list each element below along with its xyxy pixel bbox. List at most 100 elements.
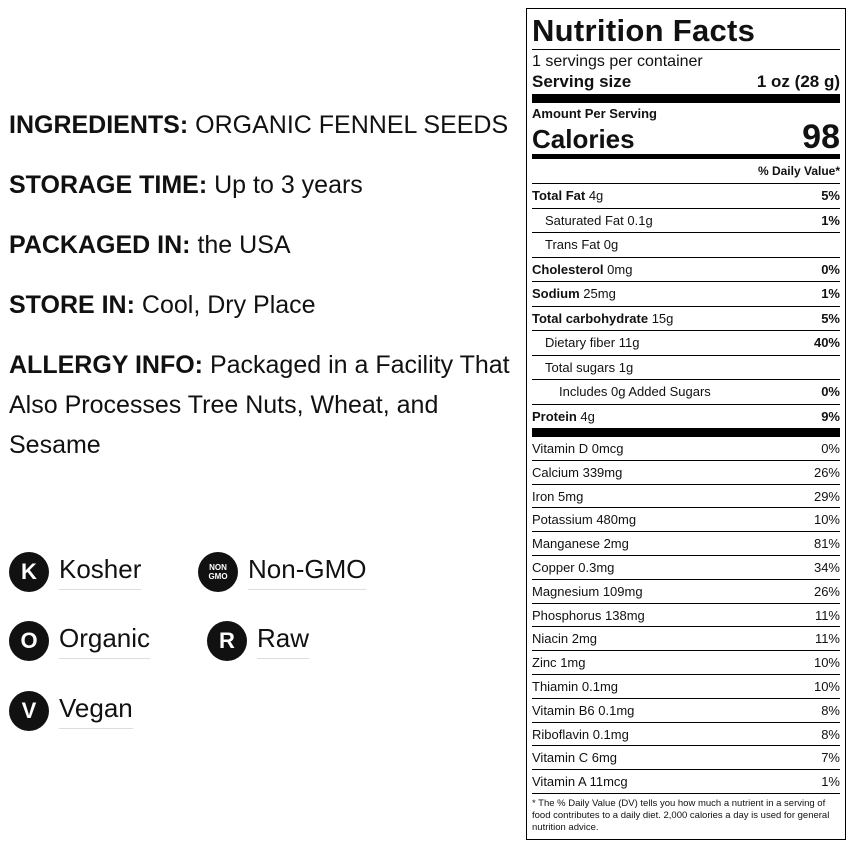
nutrients: Total Fat 4g 5% Saturated Fat 0.1g 1% Trans … — [532, 183, 840, 437]
nutrient-amount: 0.1g — [627, 212, 653, 228]
vitamin: Thiamin 0.1mg — [532, 675, 618, 698]
nutrient-name: Protein — [532, 408, 577, 424]
badge-icon: K — [9, 552, 49, 592]
nutrient-dv: 0% — [821, 261, 840, 277]
nutrient-amount: 0g — [603, 237, 619, 252]
vitamin-amount: 11mcg — [589, 774, 628, 790]
vitamin: Riboflavin 0.1mg — [532, 723, 629, 746]
vitamin: Niacin 2mg — [532, 627, 597, 650]
vitamin-row: Vitamin A 11mcg 1% — [532, 769, 840, 793]
vitamins: Vitamin D 0mcg 0% Calcium 339mg 26% Iron 5mg… — [532, 437, 840, 794]
vitamin-dv: 11% — [814, 631, 840, 647]
vitamin: Iron 5mg — [532, 485, 583, 508]
servings: 1 servings per container — [532, 53, 703, 70]
vitamin-name: Vitamin B6 — [532, 702, 595, 718]
nutrient: Dietary fiber 11g — [545, 331, 639, 355]
vitamin-name: Vitamin C — [532, 750, 589, 766]
badge: R Raw — [207, 619, 310, 663]
vitamin-dv: 34% — [813, 559, 840, 575]
vitamin-row: Phosphorus 138mg 11% — [532, 602, 840, 627]
vitamin-row: Niacin 2mg 11% — [532, 626, 840, 650]
badge: K Kosher — [9, 550, 142, 594]
vitamin-row: Thiamin 0.1mg 10% — [532, 673, 840, 698]
vitamin-dv: 81% — [813, 536, 840, 552]
vitamin-dv: 0% — [821, 441, 840, 456]
vitamin-amount: 6mg — [591, 750, 618, 766]
badge-label: Non-GMO — [248, 554, 367, 590]
serving-size: Serving size 1 oz (28 g) — [532, 72, 840, 103]
nutrient: Trans Fat 0g — [545, 233, 618, 257]
info-label: STORE IN: — [9, 291, 135, 319]
amount-per-serving: Amount Per Serving — [532, 106, 657, 121]
nutrient-amount: 25mg — [583, 286, 616, 301]
vitamin-amount: 0.1mg — [592, 726, 629, 742]
nutrient-amount: 0mg — [607, 261, 633, 277]
info-line: INGREDIENTS: ORGANIC FENNEL SEEDS — [9, 105, 514, 145]
nutrient: Total Fat 4g — [532, 184, 603, 208]
vitamin-name: Magnesium — [532, 583, 600, 599]
nutrient-dv: 1% — [821, 286, 840, 301]
info-text: Cool, Dry Place — [141, 291, 316, 319]
nutrient-row: Total Fat 4g 5% — [532, 183, 840, 208]
vitamin-row: Calcium 339mg 26% — [532, 459, 840, 484]
nutrient-dv: 9% — [821, 408, 840, 424]
badge-label: Vegan — [59, 693, 133, 729]
info-text: the USA — [197, 231, 291, 259]
nutrient-row: Dietary fiber 11g 40% — [532, 330, 840, 355]
vitamin: Vitamin B6 0.1mg — [532, 699, 634, 722]
vitamin-amount: 2mg — [603, 536, 629, 552]
nutrient-name: Sodium — [532, 286, 580, 301]
badge-label: Organic — [59, 623, 151, 659]
vitamin-row: Copper 0.3mg 34% — [532, 554, 840, 579]
info-line: STORAGE TIME: Up to 3 years — [9, 165, 514, 205]
nutrient-dv: 40% — [813, 335, 840, 350]
vitamin-dv: 29% — [813, 488, 840, 504]
vitamin-row: Magnesium 109mg 26% — [532, 578, 840, 603]
nutrient-name: Total sugars — [545, 359, 616, 375]
nutrient: Saturated Fat 0.1g — [545, 209, 653, 233]
nutrient-name: Cholesterol — [532, 261, 604, 277]
vitamin-row: Vitamin B6 0.1mg 8% — [532, 697, 840, 722]
nutrient: Total sugars 1g — [545, 356, 633, 380]
vitamin-amount: 138mg — [605, 607, 645, 623]
info-text: Up to 3 years — [214, 171, 363, 199]
badge: V Vegan — [9, 689, 133, 733]
vitamin-name: Potassium — [532, 512, 593, 528]
vitamin-dv: 26% — [813, 464, 840, 480]
nutrient-name: Dietary fiber — [545, 335, 616, 350]
vitamin-dv: 7% — [821, 750, 840, 766]
nutrient-name: Total Fat — [532, 188, 586, 203]
vitamin-dv: 10% — [813, 512, 840, 528]
product-info: INGREDIENTS: ORGANIC FENNEL SEEDS STORAGE… — [9, 105, 514, 485]
vitamin-dv: 10% — [813, 678, 840, 694]
vitamin-row: Vitamin D 0mcg 0% — [532, 437, 840, 460]
nutrient-amount: 4g — [588, 188, 604, 203]
nutrient: Cholesterol 0mg — [532, 258, 632, 282]
vitamin-name: Manganese — [532, 536, 600, 552]
nutrient-amount: 1g — [618, 359, 634, 375]
serving-size-label: Serving size — [532, 72, 632, 91]
vitamin: Vitamin A 11mcg — [532, 770, 628, 793]
badge-icon: NON GMO — [198, 552, 238, 592]
nutrient-row: Trans Fat 0g — [532, 232, 840, 257]
vitamin: Potassium 480mg — [532, 508, 636, 531]
nutrient-row: Total sugars 1g — [532, 354, 840, 380]
vitamin-amount: 5mg — [558, 488, 584, 504]
vitamin-dv: 1% — [821, 774, 840, 790]
vitamin-amount: 339mg — [582, 464, 623, 480]
info-text: ORGANIC FENNEL SEEDS — [195, 111, 509, 139]
nutrition-facts: Nutrition Facts 1 servings per container… — [526, 8, 846, 840]
nutrient-row: Includes 0g Added Sugars 0% — [532, 379, 840, 404]
vitamin-amount: 1mg — [560, 655, 586, 671]
vitamin: Zinc 1mg — [532, 651, 585, 674]
info-line: PACKAGED IN: the USA — [9, 225, 514, 265]
nutrient-name: Includes 0g Added Sugars — [559, 384, 711, 399]
nutrient: Sodium 25mg — [532, 282, 616, 306]
nutrient-row: Cholesterol 0mg 0% — [532, 256, 840, 282]
vitamin-amount: 480mg — [596, 512, 637, 528]
vitamin-dv: 8% — [821, 702, 840, 718]
vitamin-name: Vitamin D — [532, 441, 589, 456]
badge-icon: V — [9, 691, 49, 731]
nutrient-dv: 1% — [821, 212, 840, 228]
nutrient-dv: 5% — [821, 188, 840, 203]
